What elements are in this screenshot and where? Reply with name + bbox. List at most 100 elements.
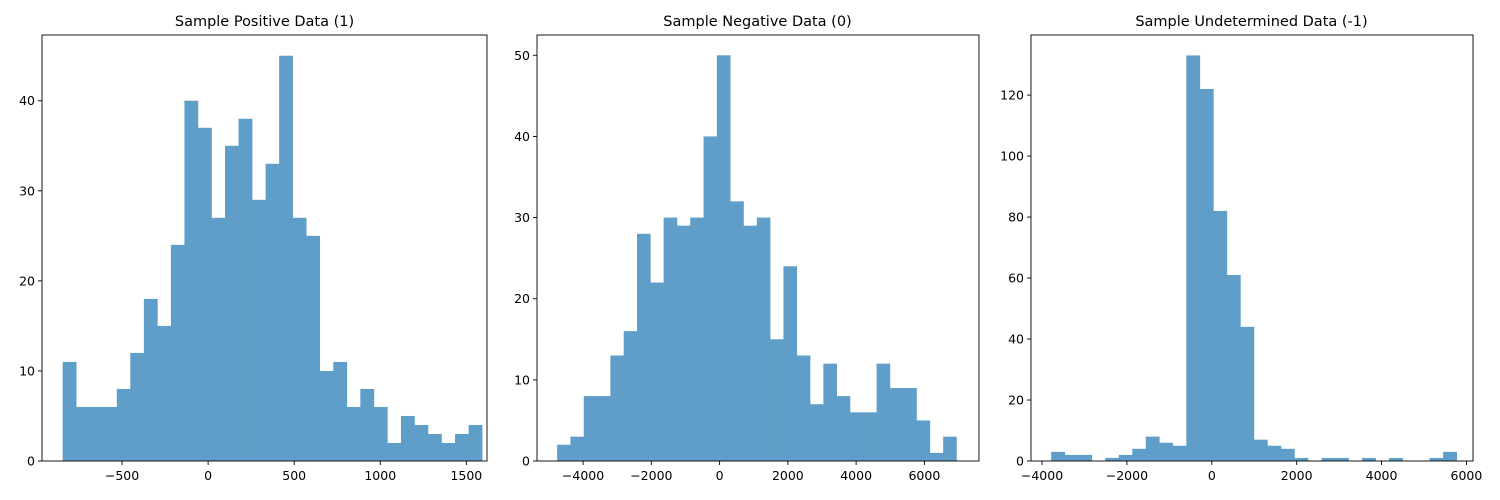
histogram-bar	[62, 361, 77, 461]
histogram-bar	[557, 444, 571, 461]
y-tick-label: 20	[19, 273, 35, 288]
histogram-bar	[143, 298, 158, 461]
y-tick-label: 0	[27, 454, 35, 469]
histogram-bar	[1240, 326, 1255, 461]
histogram-bar	[184, 100, 199, 461]
y-tick-label: 100	[1000, 149, 1024, 164]
histogram-bar	[346, 406, 361, 461]
x-tick-label: 4000	[1366, 468, 1398, 483]
x-tick-label: 0	[716, 468, 724, 483]
histogram-bar	[1064, 454, 1079, 461]
x-tick-label: 4000	[840, 468, 872, 483]
histogram-bar	[876, 363, 891, 461]
histogram-bar	[1159, 442, 1174, 461]
x-tick-label: 6000	[1451, 468, 1483, 483]
histogram-bar	[225, 145, 239, 461]
histogram-bar	[170, 244, 185, 461]
histogram-bar	[637, 233, 651, 461]
histogram-bar	[756, 217, 771, 461]
y-tick-label: 10	[19, 363, 35, 378]
histogram-bar	[1051, 451, 1065, 461]
x-tick-label: −4000	[562, 468, 604, 483]
histogram-bar	[1253, 439, 1268, 461]
histogram-bar	[583, 396, 598, 461]
y-tick-label: 60	[1008, 271, 1024, 286]
histogram-bar	[1389, 457, 1403, 461]
plot-area: −4000 −2000 0 2000 4000 6000 0 10 20 30 40 50	[514, 34, 980, 483]
histogram-bar	[676, 225, 691, 461]
histogram-bar	[783, 266, 798, 461]
histogram-bar	[1321, 457, 1336, 461]
axes-frame	[536, 34, 980, 462]
y-tick-label: 40	[19, 93, 35, 108]
histogram-bar	[89, 406, 104, 461]
panel-positive: Sample Positive Data (1) −500 0 500 1000 150…	[19, 14, 488, 483]
y-tick-label: 40	[1008, 332, 1024, 347]
histogram-bar	[76, 406, 91, 461]
y-tick-label: 20	[514, 291, 530, 306]
histogram-bar	[414, 424, 429, 461]
x-tick-label: −500	[105, 468, 139, 483]
histogram-bar	[743, 225, 758, 461]
histogram-bar	[623, 331, 638, 461]
histogram-bar	[1226, 274, 1241, 461]
histogram-bar	[903, 387, 917, 461]
histogram-bar	[441, 442, 456, 461]
histogram-bar	[360, 388, 375, 461]
x-tick-label: −2000	[630, 468, 672, 483]
histogram-bar	[116, 388, 131, 461]
histogram-bar	[929, 452, 944, 461]
chart-title: Sample Positive Data (1)	[175, 14, 354, 30]
histogram-bar	[333, 361, 348, 461]
histogram-bar	[597, 396, 611, 461]
panel-undetermined: Sample Undetermined Data (-1) −4000 −2000…	[1000, 14, 1482, 483]
histogram-bar	[1172, 445, 1187, 461]
axes-frame	[41, 34, 488, 462]
x-tick-label: 1500	[450, 468, 482, 483]
histogram-bar	[703, 136, 718, 461]
histogram-bar	[468, 424, 483, 461]
histogram-bar	[730, 201, 744, 462]
histogram-bar	[849, 412, 864, 461]
histogram-bar	[1118, 454, 1133, 461]
histogram-bar	[427, 433, 442, 461]
axes-frame	[1030, 34, 1474, 462]
y-tick-label: 40	[514, 129, 530, 144]
histogram-bar	[197, 127, 212, 462]
histogram-bar	[252, 199, 266, 461]
histogram-bar	[103, 406, 118, 461]
histogram-bar	[570, 436, 585, 461]
histogram-bar	[1362, 457, 1376, 461]
histogram-bar	[400, 415, 415, 461]
chart-title: Sample Negative Data (0)	[663, 14, 851, 30]
y-tick-label: 10	[514, 372, 530, 387]
histogram-bar	[610, 355, 624, 461]
histogram-bar	[319, 370, 334, 461]
histogram-bar	[1199, 88, 1214, 461]
histogram-bar	[211, 217, 226, 461]
histogram-bar	[823, 363, 837, 461]
histogram-bar	[306, 235, 321, 461]
y-tick-label: 50	[514, 48, 530, 63]
plot-area: −4000 −2000 0 2000 4000 6000 0 20 40 60 80 100 120	[1000, 34, 1483, 483]
panel-negative: Sample Negative Data (0) −4000 −2000 0 2000…	[514, 14, 980, 483]
histogram-bar	[863, 412, 877, 461]
histogram-bar	[130, 352, 145, 461]
histogram-bar	[1105, 457, 1120, 461]
chart-title: Sample Undetermined Data (-1)	[1135, 14, 1367, 30]
histogram-bar	[1429, 457, 1444, 461]
y-tick-label: 80	[1008, 210, 1024, 225]
histogram-bar	[1132, 448, 1147, 461]
plot-area: −500 0 500 1000 1500 0 10 20 30 40	[19, 34, 488, 483]
histogram-bar	[690, 217, 704, 461]
histogram-bar	[1335, 457, 1349, 461]
y-tick-label: 120	[1000, 88, 1024, 103]
histogram-bar	[238, 118, 253, 462]
histogram-bar	[1078, 454, 1093, 461]
y-tick-label: 30	[19, 183, 35, 198]
histogram-bar	[1186, 55, 1201, 462]
histogram-bar	[770, 339, 784, 461]
histogram-bar	[650, 282, 664, 461]
x-tick-label: 0	[204, 468, 212, 483]
